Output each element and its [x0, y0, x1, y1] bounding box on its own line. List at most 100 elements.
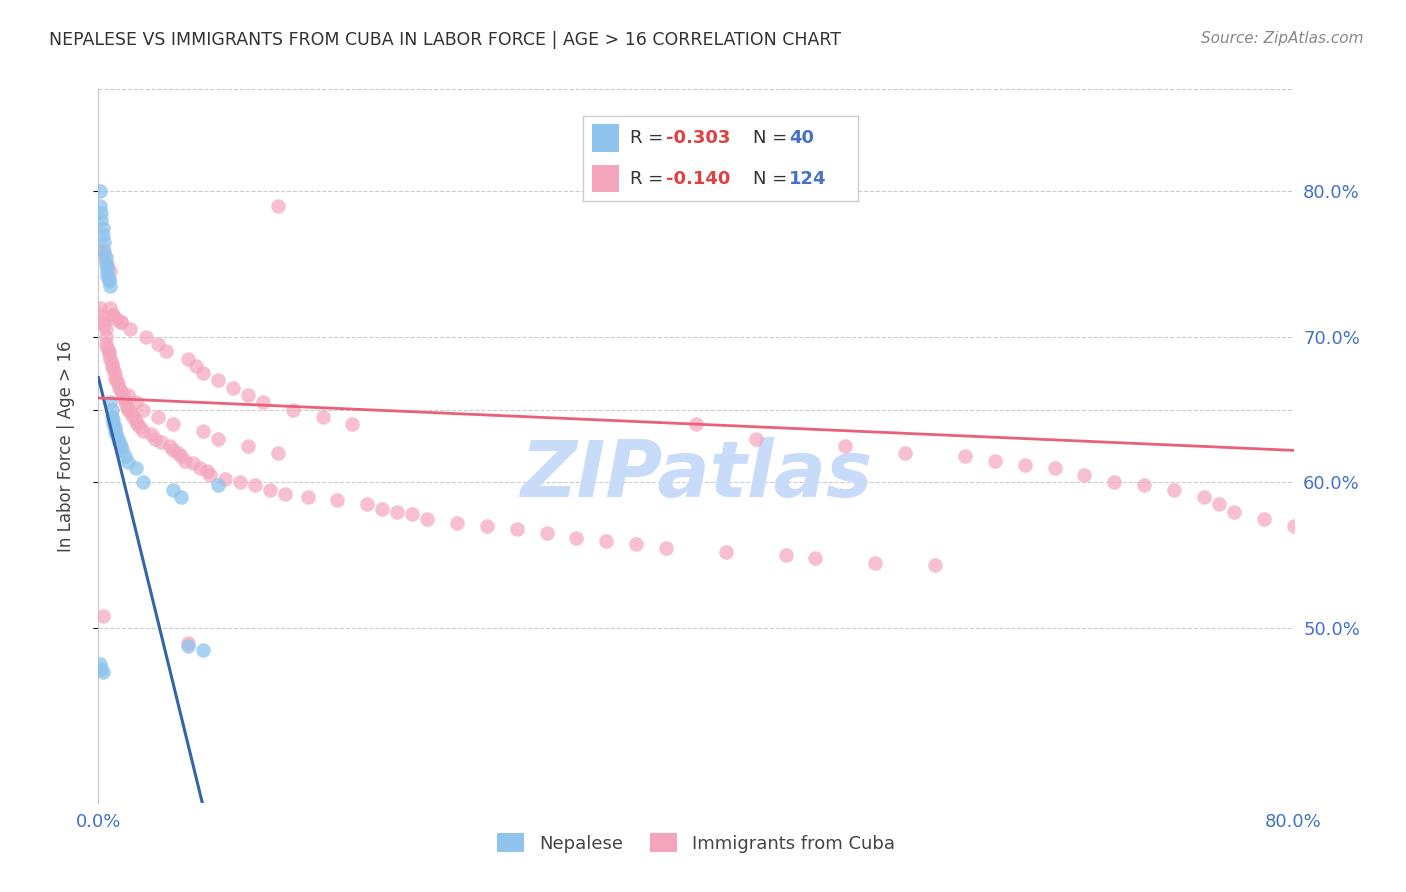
Point — [685, 417, 707, 432]
Point — [111, 388, 134, 402]
Point — [181, 457, 204, 471]
Point — [135, 330, 157, 344]
Point — [97, 271, 120, 285]
Point — [804, 551, 827, 566]
Point — [595, 533, 617, 548]
Point — [91, 665, 114, 679]
Point — [177, 351, 200, 366]
Point — [1073, 468, 1095, 483]
Point — [200, 468, 222, 483]
Point — [96, 268, 118, 283]
Point — [132, 402, 155, 417]
Point — [114, 395, 136, 409]
Point — [356, 497, 378, 511]
Point — [191, 366, 214, 380]
Point — [1253, 512, 1275, 526]
Point — [94, 250, 117, 264]
Point — [117, 455, 139, 469]
Point — [96, 260, 118, 274]
Point — [191, 425, 214, 439]
Point — [214, 473, 236, 487]
Point — [207, 478, 229, 492]
Point — [143, 432, 166, 446]
Point — [103, 308, 125, 322]
Point — [1282, 519, 1305, 533]
Bar — [592, 124, 619, 152]
Point — [96, 342, 118, 356]
Point — [107, 376, 129, 391]
Text: Source: ZipAtlas.com: Source: ZipAtlas.com — [1201, 31, 1364, 46]
Point — [120, 405, 142, 419]
Point — [197, 464, 219, 478]
Point — [416, 512, 439, 526]
Point — [191, 643, 214, 657]
Point — [207, 374, 229, 388]
Point — [311, 409, 333, 424]
Point — [834, 439, 856, 453]
Point — [96, 257, 118, 271]
Point — [148, 337, 170, 351]
Point — [259, 483, 281, 497]
Point — [162, 417, 184, 432]
Point — [162, 483, 184, 497]
Bar — [592, 165, 619, 192]
Point — [139, 427, 162, 442]
Text: ZIPatlas: ZIPatlas — [520, 436, 872, 513]
Text: R =: R = — [630, 169, 669, 187]
Point — [207, 432, 229, 446]
Point — [97, 275, 120, 289]
Point — [111, 443, 134, 458]
Point — [267, 446, 290, 460]
Point — [984, 453, 1007, 467]
Point — [90, 213, 112, 227]
Point — [110, 315, 132, 329]
Point — [177, 639, 200, 653]
Point — [169, 490, 191, 504]
Point — [125, 460, 148, 475]
Point — [1014, 458, 1036, 472]
Point — [93, 245, 115, 260]
Text: 40: 40 — [789, 129, 814, 147]
Point — [96, 264, 118, 278]
Point — [94, 337, 117, 351]
Point — [385, 504, 409, 518]
Point — [1133, 478, 1156, 492]
Point — [132, 425, 155, 439]
Point — [108, 434, 131, 449]
Point — [90, 662, 112, 676]
Point — [132, 475, 155, 490]
Point — [245, 478, 267, 492]
Text: 124: 124 — [789, 169, 827, 187]
Point — [117, 402, 139, 417]
Point — [166, 446, 188, 460]
Point — [103, 308, 125, 322]
Point — [97, 344, 120, 359]
Point — [236, 439, 259, 453]
Point — [93, 235, 115, 249]
Point — [105, 312, 128, 326]
Point — [101, 359, 124, 373]
Point — [91, 220, 114, 235]
Point — [125, 414, 148, 428]
Point — [148, 409, 170, 424]
Point — [252, 395, 274, 409]
Point — [101, 409, 124, 424]
Text: N =: N = — [754, 129, 793, 147]
Text: N =: N = — [754, 169, 793, 187]
Point — [91, 315, 114, 329]
Point — [118, 322, 141, 336]
Point — [222, 381, 245, 395]
Point — [1223, 504, 1246, 518]
Point — [103, 413, 125, 427]
Point — [101, 402, 124, 417]
Point — [94, 322, 117, 336]
Point — [297, 490, 319, 504]
Point — [121, 409, 143, 424]
Point — [536, 526, 558, 541]
Point — [159, 439, 181, 453]
Point — [236, 388, 259, 402]
Point — [91, 243, 114, 257]
Point — [775, 548, 797, 562]
Point — [371, 501, 394, 516]
Point — [89, 199, 111, 213]
